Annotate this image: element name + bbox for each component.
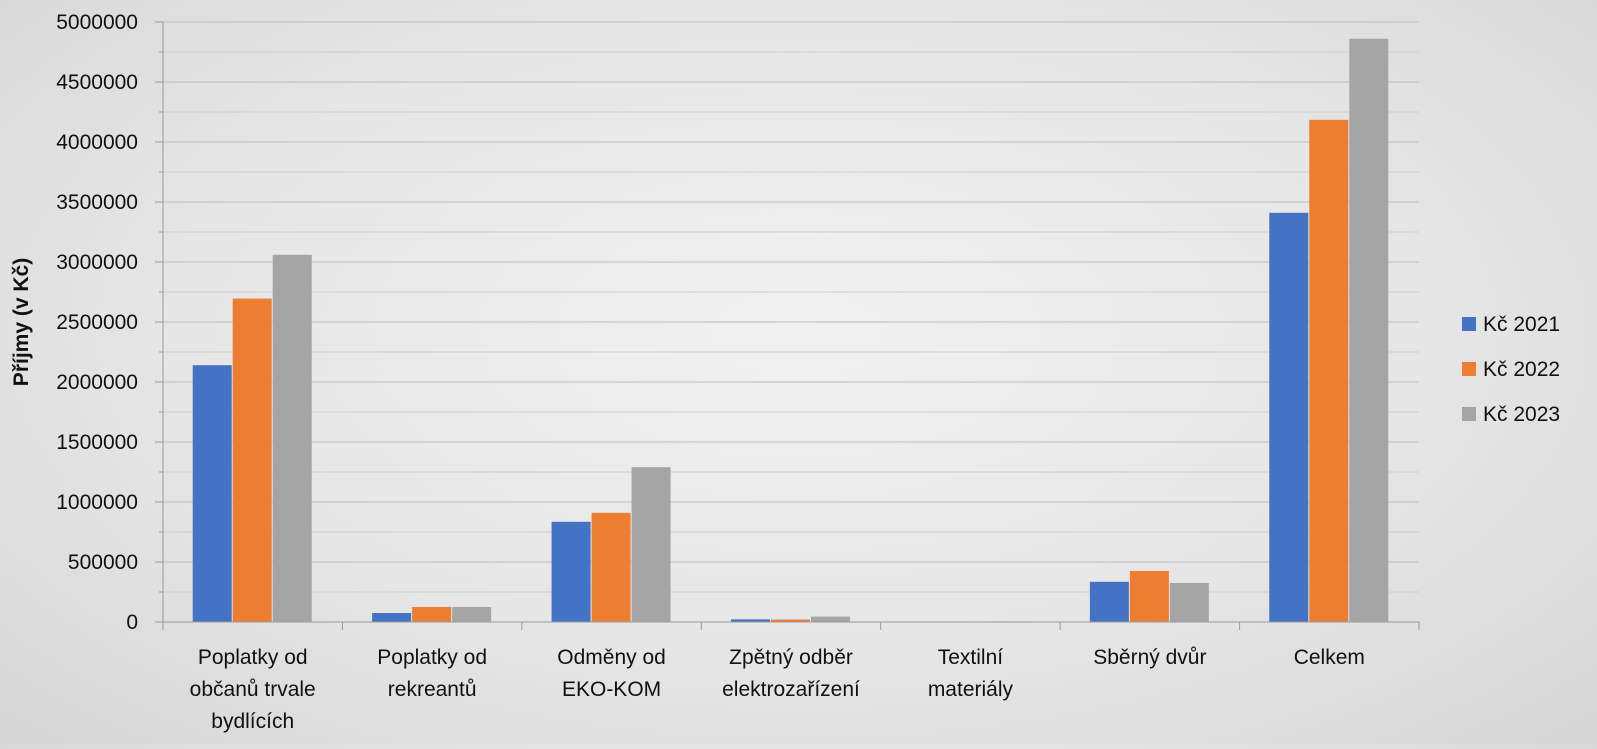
bar bbox=[731, 619, 770, 622]
legend-swatch bbox=[1462, 362, 1476, 376]
y-tick-label: 3500000 bbox=[56, 191, 138, 214]
axes: 0 500000 1000000 1500000 2000000 2500000 30000… bbox=[56, 11, 1420, 733]
legend-label: Kč 2023 bbox=[1483, 403, 1560, 426]
bar bbox=[1129, 571, 1169, 622]
y-tick-label: 2000000 bbox=[56, 371, 138, 394]
y-tick-label: 5000000 bbox=[56, 11, 138, 34]
bar bbox=[372, 613, 412, 622]
bar bbox=[631, 467, 671, 622]
y-tick-label: 1500000 bbox=[56, 431, 138, 454]
bar bbox=[452, 607, 492, 622]
bar bbox=[771, 619, 810, 622]
x-tick-label: Odměny od EKO-KOM bbox=[557, 646, 666, 701]
y-tick-label: 3000000 bbox=[56, 251, 138, 274]
y-tick-label: 4500000 bbox=[56, 71, 138, 94]
y-tick-label: 1000000 bbox=[56, 491, 138, 514]
legend-swatch bbox=[1462, 317, 1476, 331]
y-tick-label: 2500000 bbox=[56, 311, 138, 334]
bar bbox=[1089, 581, 1129, 622]
legend-swatch bbox=[1462, 407, 1476, 421]
bar bbox=[412, 607, 452, 622]
bar bbox=[1309, 119, 1349, 623]
bar bbox=[192, 365, 232, 622]
x-tick-label: Poplatky od občanů trvale bydlících bbox=[190, 646, 316, 733]
x-tick-label: Textilní materiály bbox=[928, 646, 1014, 701]
y-tick-label: 4000000 bbox=[56, 131, 138, 154]
legend: Kč 2021 Kč 2022 Kč 2023 bbox=[1462, 313, 1560, 426]
legend-label: Kč 2021 bbox=[1483, 313, 1560, 336]
bar bbox=[591, 512, 631, 622]
bar bbox=[272, 254, 312, 623]
legend-label: Kč 2022 bbox=[1483, 358, 1560, 381]
x-tick-label: Sběrný dvůr bbox=[1093, 646, 1206, 669]
y-tick-label: 500000 bbox=[68, 551, 138, 574]
bar bbox=[232, 298, 272, 622]
bar bbox=[1269, 212, 1309, 623]
bar bbox=[551, 521, 591, 622]
x-tick-label: Poplatky od rekreantů bbox=[377, 646, 487, 701]
x-tick-label: Zpětný odběr elektrozařízení bbox=[722, 646, 860, 701]
gridlines bbox=[163, 21, 1419, 593]
y-axis-title: Příjmy (v Kč) bbox=[10, 258, 33, 386]
bar bbox=[1349, 38, 1389, 623]
bar bbox=[1169, 583, 1209, 622]
y-tick-label: 0 bbox=[126, 611, 138, 634]
bar bbox=[811, 616, 850, 622]
x-tick-label: Celkem bbox=[1294, 646, 1365, 669]
bars bbox=[192, 38, 1389, 623]
